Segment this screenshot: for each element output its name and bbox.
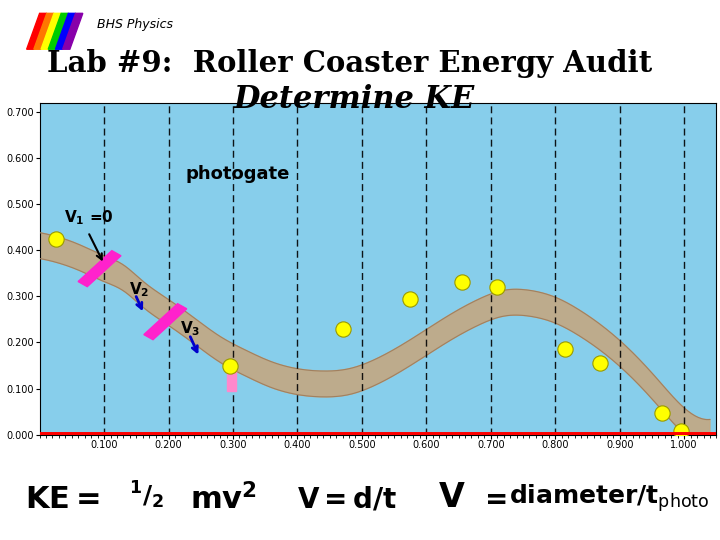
Text: $\mathbf{V_1}$ =0: $\mathbf{V_1}$ =0 (64, 208, 114, 227)
Text: $\mathbf{=}$: $\mathbf{=}$ (479, 484, 507, 512)
Polygon shape (228, 361, 236, 390)
Text: photogate: photogate (186, 165, 289, 184)
Text: BHS Physics: BHS Physics (97, 18, 174, 31)
Polygon shape (40, 233, 710, 446)
Text: $\mathbf{V_3}$: $\mathbf{V_3}$ (180, 319, 201, 338)
Text: $\mathbf{V}$: $\mathbf{V}$ (438, 482, 465, 515)
Text: $\mathbf{V_2}$: $\mathbf{V_2}$ (129, 280, 149, 299)
Polygon shape (27, 14, 47, 49)
Text: $\mathbf{diameter/t_{\mathrm{photo}}}$: $\mathbf{diameter/t_{\mathrm{photo}}}$ (509, 482, 709, 514)
Polygon shape (48, 14, 68, 49)
Polygon shape (55, 14, 76, 49)
Polygon shape (41, 14, 61, 49)
Text: $\mathbf{KE = }$: $\mathbf{KE = }$ (25, 485, 100, 514)
Text: $\mathbf{mv^2}$: $\mathbf{mv^2}$ (190, 483, 257, 516)
Text: $\mathbf{V = d/t}$: $\mathbf{V = d/t}$ (297, 485, 397, 514)
Polygon shape (78, 251, 121, 287)
Polygon shape (144, 303, 186, 340)
Text: Determine KE: Determine KE (234, 84, 475, 116)
Text: Lab #9:  Roller Coaster Energy Audit: Lab #9: Roller Coaster Energy Audit (47, 49, 652, 78)
Text: $\mathbf{^1/_2}$: $\mathbf{^1/_2}$ (129, 480, 164, 511)
Polygon shape (34, 14, 54, 49)
Polygon shape (63, 14, 83, 49)
